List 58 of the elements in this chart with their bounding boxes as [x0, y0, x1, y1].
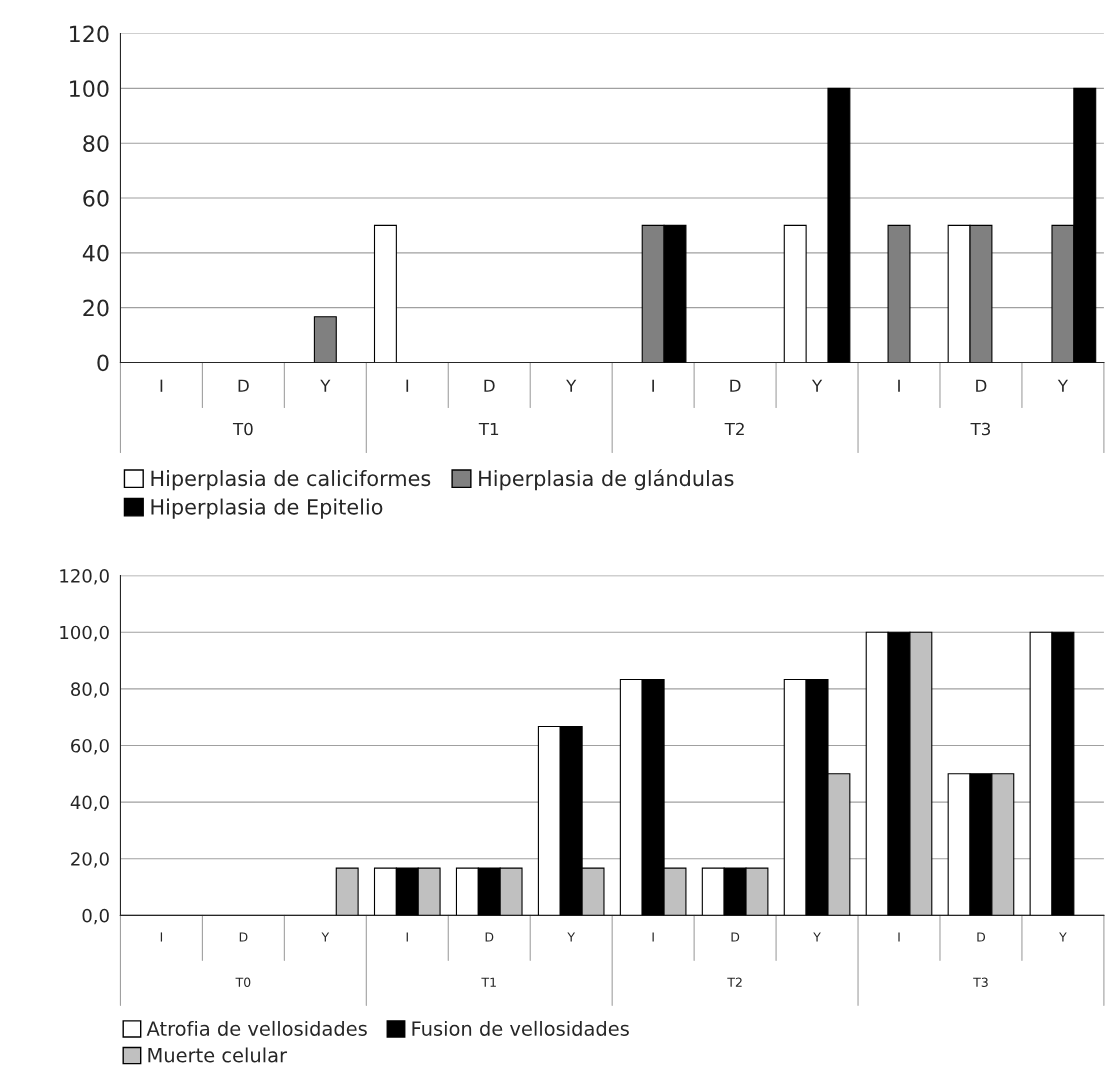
- x-tick-label: D: [485, 932, 494, 942]
- y-tick-label: 120,0: [60, 569, 109, 585]
- legend-label: Fusion de vellosidades: [412, 1020, 629, 1036]
- x-tick-label: I: [898, 932, 900, 942]
- x-tick-label: I: [160, 932, 163, 942]
- x-tick-label: D: [977, 932, 986, 942]
- y-tick-label: 40,0: [70, 795, 109, 812]
- text: T0: [232, 422, 253, 436]
- text: T1: [478, 422, 499, 436]
- x-tick-label: Y: [321, 932, 330, 942]
- x-tick-label: D: [976, 379, 987, 392]
- y-tick-label: 40: [82, 244, 109, 262]
- x-tick-label: D: [731, 932, 740, 942]
- legend-label: Hiperplasia de Epitelio: [151, 498, 383, 519]
- text: T2: [727, 977, 742, 987]
- x-tick-label: D: [238, 379, 249, 392]
- y-tick-label: 0,0: [82, 908, 109, 925]
- x-tick-label: I: [652, 379, 654, 392]
- text: T0: [235, 977, 251, 987]
- y-tick-label: 20: [83, 299, 109, 317]
- y-tick-label: 80,0: [71, 682, 109, 698]
- y-tick-label: 120: [70, 25, 109, 43]
- bar: [335, 867, 359, 916]
- x-tick-label: Y: [813, 932, 821, 942]
- y-tick-label: 0: [97, 354, 109, 372]
- legend-label: Hiperplasia de glándulas: [479, 469, 734, 491]
- x-tick-label: D: [239, 932, 248, 942]
- x-tick-label: D: [730, 379, 741, 392]
- y-tick-label: 100: [70, 80, 109, 98]
- text: T2: [724, 422, 744, 436]
- text: T1: [481, 977, 496, 987]
- y-tick-label: 60,0: [71, 738, 109, 755]
- text: T3: [970, 422, 991, 436]
- legend-label: Muerte celular: [148, 1047, 288, 1063]
- x-tick-label: Y: [1057, 379, 1069, 392]
- y-tick-label: 20,0: [71, 852, 109, 868]
- x-tick-label: I: [652, 932, 654, 942]
- x-tick-label: Y: [811, 379, 823, 392]
- y-tick-label: 100,0: [60, 625, 109, 642]
- x-tick-label: Y: [566, 379, 577, 392]
- x-tick-label: I: [406, 932, 408, 942]
- x-tick-label: Y: [1059, 932, 1067, 942]
- x-tick-label: I: [406, 379, 409, 392]
- bar: [313, 316, 337, 363]
- x-tick-label: D: [484, 379, 495, 392]
- text: T3: [973, 977, 988, 987]
- legend-label: Hiperplasia de caliciformes: [151, 470, 431, 491]
- x-tick-label: Y: [320, 379, 331, 392]
- bar: [827, 87, 851, 363]
- bar: [783, 224, 807, 363]
- x-tick-label: I: [898, 379, 900, 392]
- y-tick-label: 80: [83, 135, 109, 152]
- x-tick-label: Y: [567, 932, 576, 942]
- y-tick-label: 60: [83, 189, 109, 207]
- bar: [373, 224, 397, 363]
- bar: [887, 224, 911, 363]
- legend-label: Atrofia de vellosidades: [146, 1020, 367, 1036]
- x-tick-label: I: [160, 379, 163, 392]
